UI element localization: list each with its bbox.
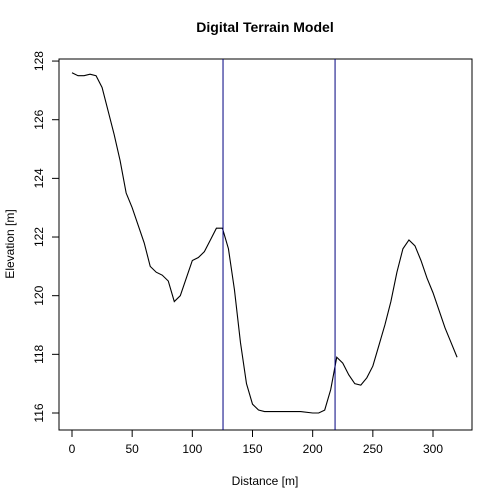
x-tick-label: 150 — [242, 442, 262, 456]
x-tick-label: 100 — [182, 442, 202, 456]
y-axis-label: Elevation [m] — [3, 209, 17, 278]
x-axis-label: Distance [m] — [232, 474, 299, 488]
plot-box — [58, 58, 473, 431]
y-tick-label: 126 — [32, 109, 46, 129]
x-tick-label: 0 — [69, 442, 76, 456]
line-series — [71, 72, 458, 414]
x-tick-label: 300 — [423, 442, 443, 456]
y-tick-label: 118 — [32, 344, 46, 363]
x-tick-label: 50 — [125, 442, 139, 456]
y-tick-label: 128 — [32, 51, 46, 71]
x-tick-label: 250 — [363, 442, 383, 456]
chart-title: Digital Terrain Model — [196, 19, 333, 35]
y-tick-label: 116 — [32, 403, 46, 422]
x-tick-label: 200 — [303, 442, 323, 456]
y-tick-label: 124 — [32, 168, 46, 188]
y-tick-label: 122 — [32, 227, 46, 247]
y-tick-label: 120 — [32, 285, 46, 305]
